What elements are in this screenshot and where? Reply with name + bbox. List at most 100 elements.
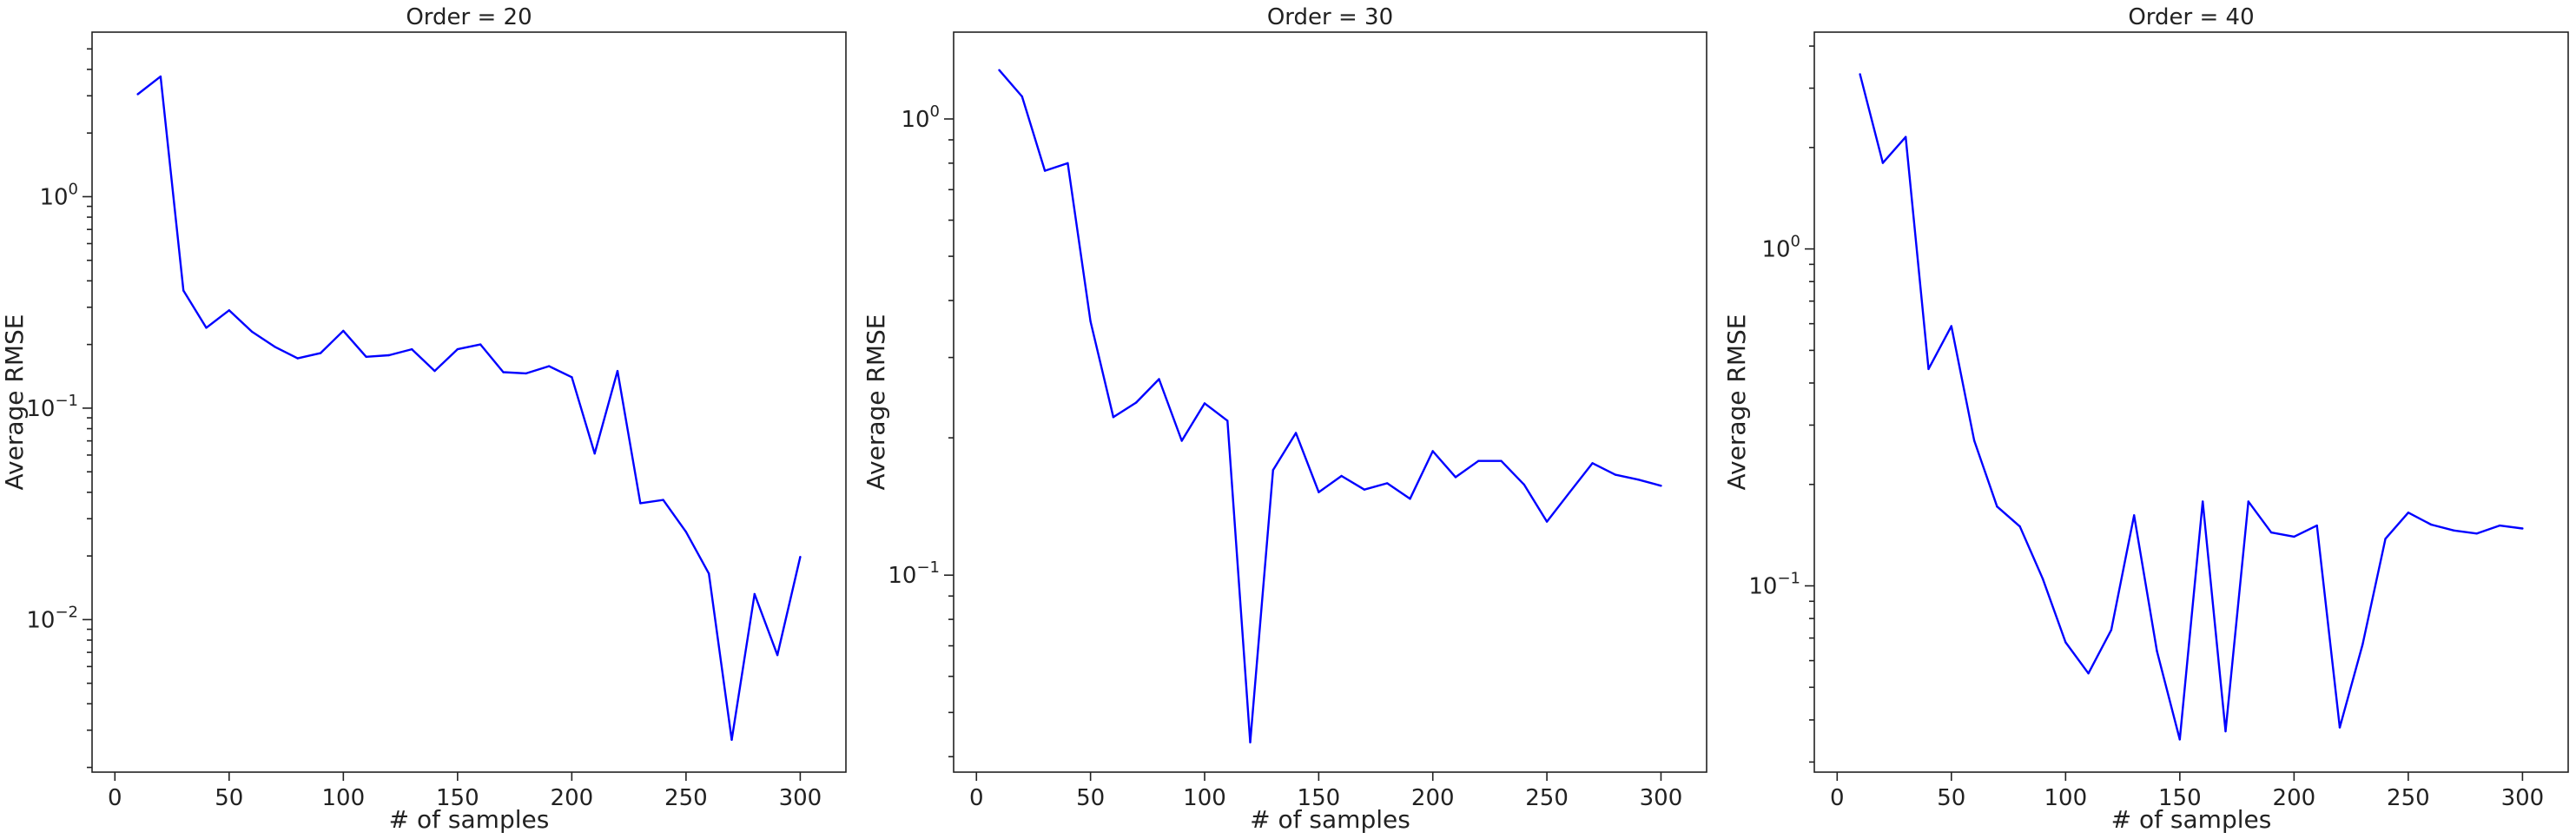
data-point [2453, 529, 2455, 532]
y-axis-label: Average RMSE [0, 314, 29, 491]
data-point [1905, 135, 1907, 138]
chart-panel-1: Order = 30 # of samples Average RMSE 0 50 100… [862, 4, 1707, 834]
data-point [1881, 162, 1885, 164]
y-tick-label: 10−1 [1748, 570, 1800, 600]
data-point [456, 347, 459, 351]
data-point [1409, 498, 1411, 500]
x-tick-label: 250 [664, 785, 708, 811]
y-tick-label: 100 [1761, 233, 1800, 263]
data-point [250, 330, 254, 334]
data-point [502, 371, 505, 373]
data-point [1431, 450, 1434, 453]
data-point [228, 309, 230, 312]
data-point [2384, 538, 2387, 540]
data-point [2315, 524, 2318, 527]
data-point [433, 369, 436, 373]
data-point [387, 353, 391, 357]
data-point [1294, 432, 1298, 434]
chart-panel-0: Order = 20 # of samples Average RMSE 0 50 100… [0, 4, 847, 834]
x-tick-label: 200 [2273, 785, 2316, 811]
x-tick-label: 250 [2387, 785, 2430, 811]
data-point [1135, 401, 1138, 404]
data-point [1271, 469, 1275, 472]
data-point [2224, 730, 2227, 733]
x-tick-label: 0 [1830, 785, 1845, 811]
data-point [616, 369, 619, 373]
data-point [159, 75, 162, 78]
data-point [1569, 491, 1571, 493]
data-point [296, 357, 299, 360]
data-point [136, 93, 139, 96]
data-point [2521, 527, 2524, 530]
data-point [365, 355, 367, 358]
chart-title: Order = 40 [2128, 4, 2254, 30]
data-point [342, 329, 345, 333]
data-point [730, 738, 733, 741]
data-point [1859, 73, 1861, 76]
data-point [2178, 738, 2181, 741]
data-point [2247, 500, 2249, 503]
x-axis-label: # of samples [1250, 805, 1410, 834]
x-tick-label: 300 [1640, 785, 1683, 811]
chart-title: Order = 30 [1267, 4, 1393, 30]
data-point [1927, 367, 1930, 371]
data-point [2338, 726, 2342, 729]
data-point [2133, 514, 2136, 517]
chart-panel-2: Order = 40 # of samples Average RMSE 0 50 100… [1722, 4, 2569, 834]
data-point [1180, 439, 1183, 442]
data-point [2293, 535, 2295, 538]
data-point [2475, 532, 2478, 535]
x-tick-label: 200 [551, 785, 594, 811]
data-point [998, 69, 1001, 71]
y-tick-label: 10−1 [888, 558, 940, 589]
series-line [1859, 74, 2523, 741]
data-point [182, 289, 185, 292]
data-point [2156, 650, 2158, 652]
data-point [2018, 525, 2021, 528]
data-point [479, 343, 482, 346]
x-tick-label: 150 [1298, 785, 1341, 811]
plot-frame [953, 31, 1707, 773]
y-tick-label: 100 [901, 102, 940, 133]
data-point [2430, 523, 2433, 526]
data-point [1500, 459, 1503, 462]
data-point [1950, 325, 1952, 327]
series-line [136, 75, 802, 741]
data-point [1067, 162, 1069, 165]
x-tick-label: 50 [1076, 785, 1105, 811]
data-point [2361, 643, 2364, 646]
y-axis-label: Average RMSE [1722, 314, 1751, 491]
data-point [1112, 416, 1115, 419]
x-tick-label: 150 [2158, 785, 2202, 811]
data-point [1226, 420, 1229, 422]
x-tick-label: 50 [1937, 785, 1965, 811]
data-point [411, 347, 413, 351]
series-line [998, 69, 1661, 743]
data-point [662, 499, 664, 501]
x-tick-label: 250 [1525, 785, 1569, 811]
data-point [684, 531, 688, 533]
x-tick-label: 300 [2501, 785, 2545, 811]
x-tick-label: 150 [436, 785, 479, 811]
data-point [274, 346, 276, 348]
data-point [1363, 488, 1366, 491]
x-axis-label: # of samples [2111, 805, 2272, 834]
data-point [1043, 169, 1047, 172]
data-point [2110, 629, 2113, 631]
data-point [525, 372, 527, 375]
data-point [753, 592, 756, 596]
data-point [1637, 479, 1640, 481]
x-axis-label: # of samples [389, 805, 550, 834]
data-point [1158, 378, 1160, 380]
data-point [593, 453, 596, 455]
data-point [319, 352, 322, 354]
data-point [799, 556, 802, 558]
data-point [2087, 672, 2090, 675]
plot-frame [1813, 31, 2569, 773]
data-point [2269, 531, 2273, 534]
data-point [2202, 500, 2204, 503]
data-point [1454, 476, 1457, 479]
data-point [1020, 95, 1024, 98]
data-point [2041, 578, 2044, 580]
data-point [1386, 482, 1389, 485]
